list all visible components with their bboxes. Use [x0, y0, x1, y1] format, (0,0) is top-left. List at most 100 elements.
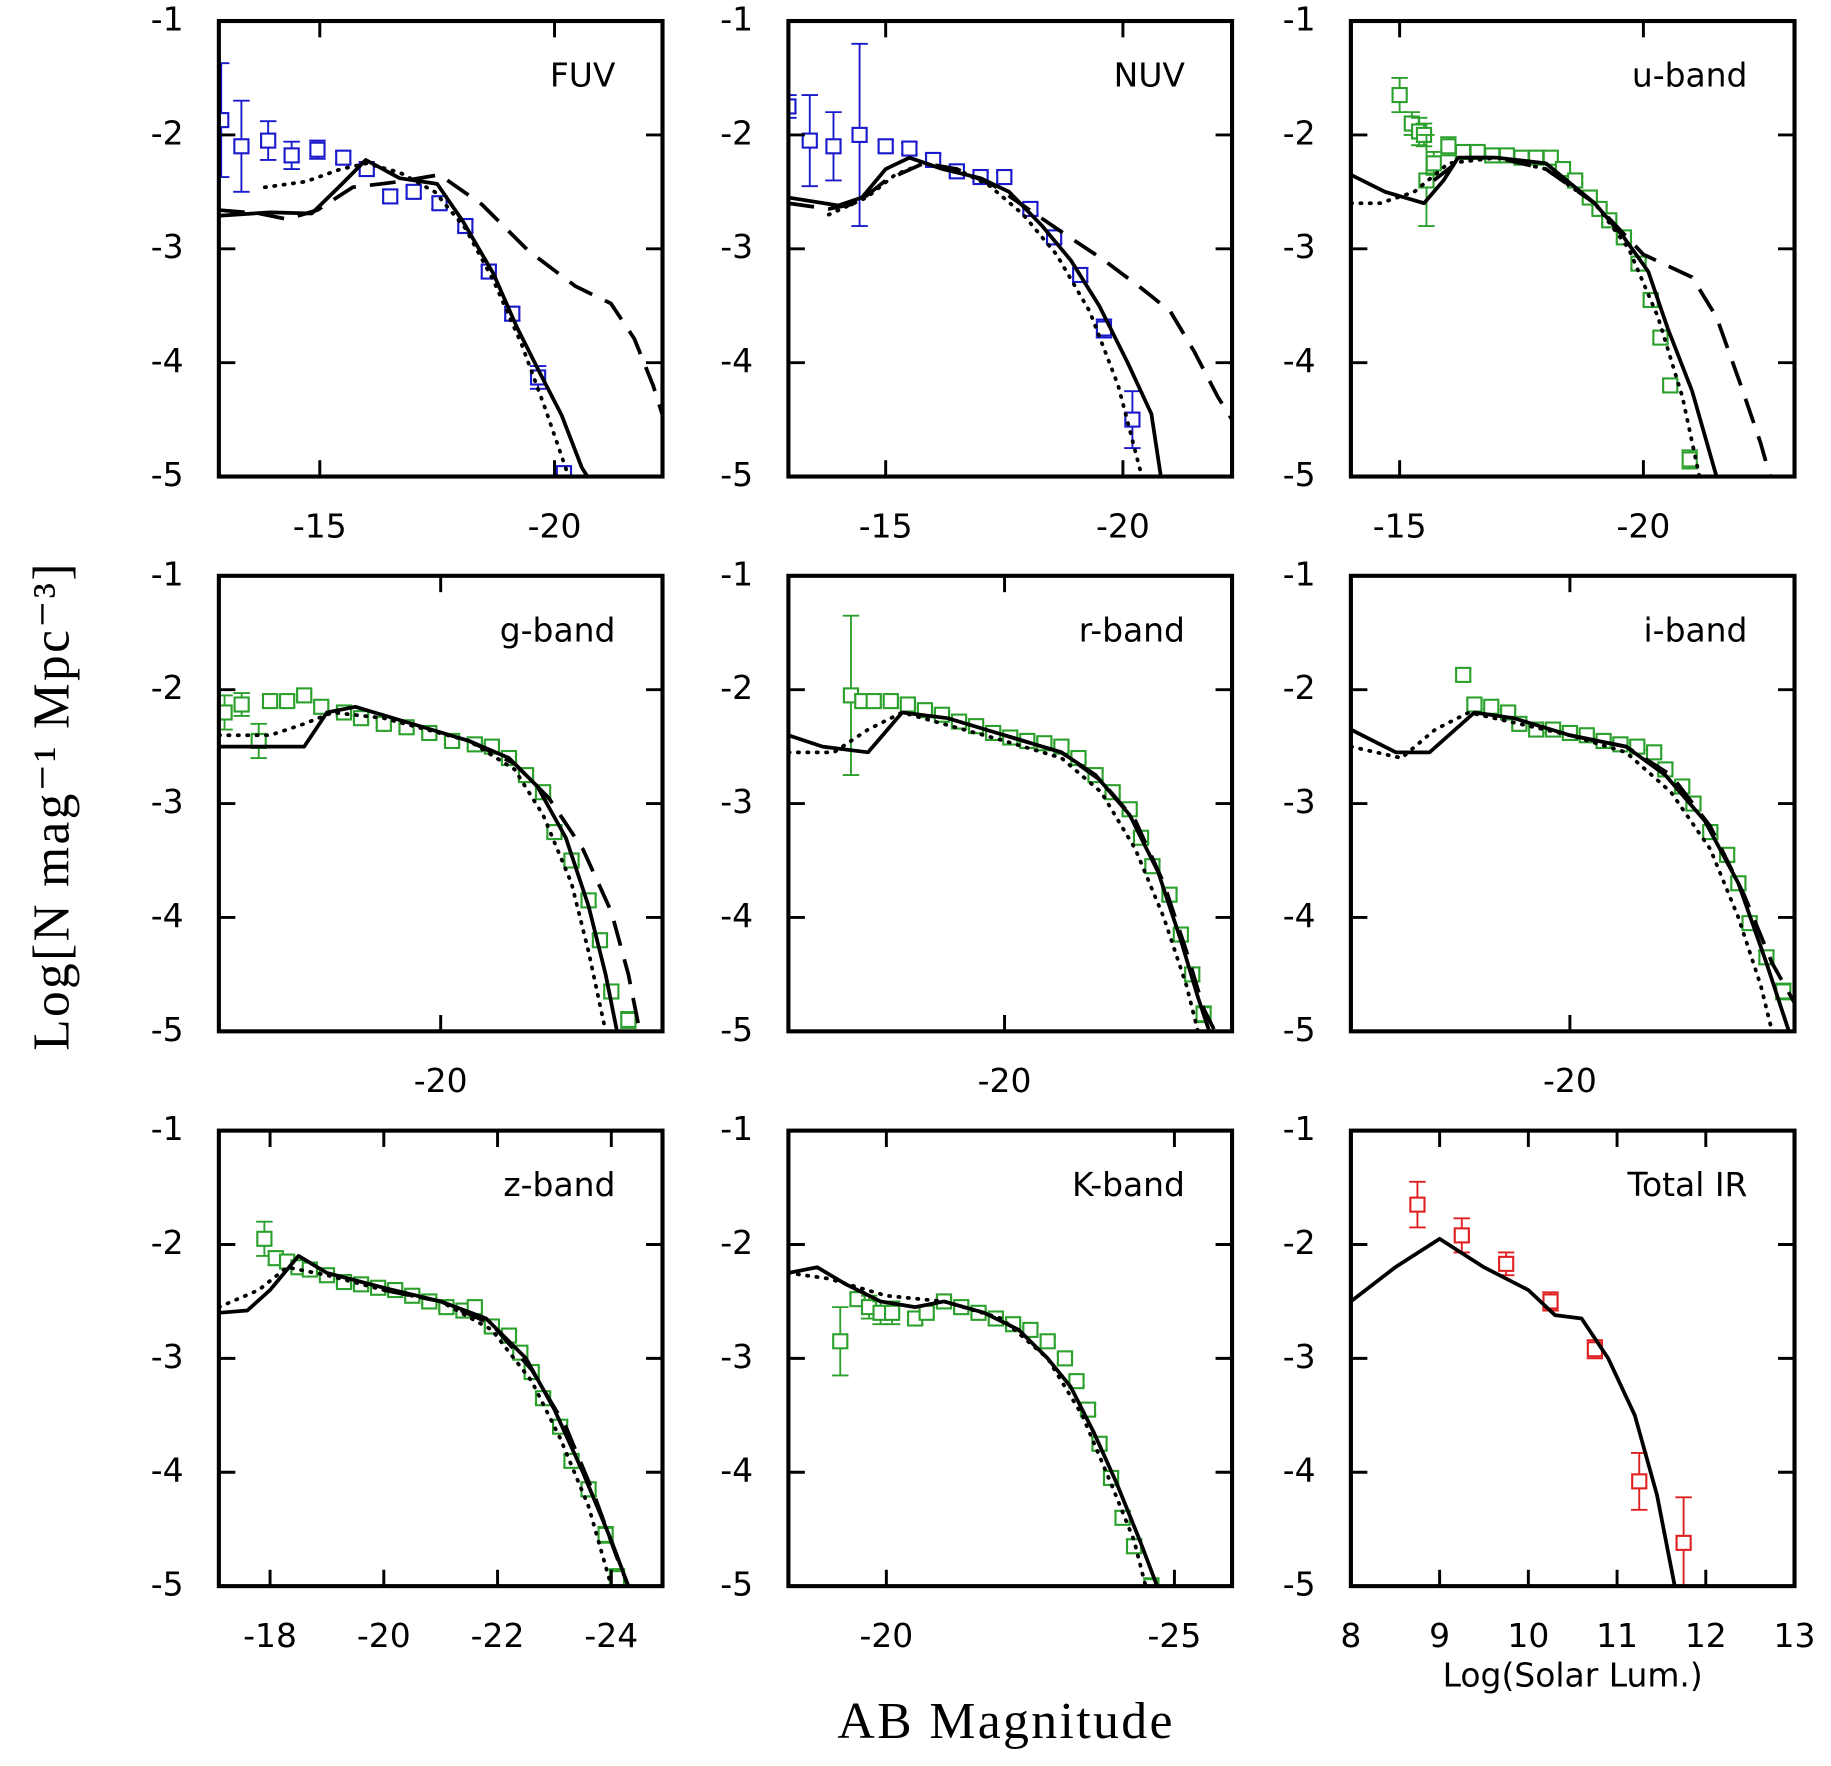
panel: -5 -4 -3 -2 -1 -20 i-band	[1283, 555, 1797, 1100]
data-point	[901, 140, 918, 157]
y-tick-label: -1	[720, 555, 753, 593]
data-point	[883, 1304, 901, 1321]
panel-label: NUV	[1114, 57, 1186, 95]
data-point	[313, 698, 330, 715]
x-tick-label: 12	[1685, 1617, 1727, 1655]
model-line-dashed	[1003, 733, 1217, 1032]
data-point	[1453, 1227, 1470, 1244]
x-tick-label: 13	[1774, 1617, 1816, 1655]
panel-label: K-band	[1072, 1166, 1185, 1204]
panel-label: g-band	[500, 611, 616, 649]
x-tick-label: -22	[471, 1617, 525, 1655]
x-tick-label: -20	[978, 1062, 1032, 1100]
panel: -5 -4 -3 -2 -1 -15 -20 NUV	[720, 1, 1235, 546]
y-tick-label: -3	[151, 228, 184, 266]
y-tick-label: -1	[720, 1, 753, 39]
data-point	[279, 693, 296, 710]
model-line-dashed	[218, 172, 663, 416]
data-point	[218, 704, 233, 721]
model-line-dashed	[1432, 155, 1772, 477]
data-point	[1631, 1473, 1648, 1490]
y-tick-label: -1	[1283, 555, 1316, 593]
x-tick-label: 8	[1340, 1617, 1361, 1655]
data-point	[620, 1011, 637, 1029]
y-tick-label: -3	[151, 783, 184, 821]
x-tick-label: 10	[1507, 1617, 1549, 1655]
y-tick-label: -4	[151, 342, 184, 380]
plot-area	[788, 614, 1217, 1032]
panel: -5 -4 -3 -2 -1 8 9 10 11 12 13 Total IR Log(Solar Lu…	[1283, 1110, 1816, 1694]
y-tick-label: -1	[720, 1110, 753, 1148]
data-point	[218, 112, 230, 129]
model-line-dashed	[1569, 733, 1795, 1004]
data-point	[1681, 451, 1698, 468]
y-tick-label: -2	[151, 669, 184, 707]
data-point	[1039, 1333, 1056, 1350]
y-tick-label: -5	[720, 456, 753, 494]
model-line-dotted	[788, 710, 1200, 1032]
data-point	[1056, 1350, 1074, 1367]
y-tick-label: -4	[151, 1452, 184, 1490]
data-point	[882, 693, 899, 710]
y-tick-label: -4	[1283, 342, 1316, 380]
data-point	[260, 132, 277, 149]
y-tick-label: -2	[151, 114, 184, 152]
x-tick-label: -15	[293, 508, 347, 546]
panel-label: u-band	[1632, 57, 1748, 95]
data-point	[1662, 377, 1679, 394]
y-tick-label: -4	[1283, 1452, 1316, 1490]
y-tick-label: -5	[151, 1011, 184, 1049]
data-point	[851, 126, 868, 143]
data-point	[555, 465, 573, 477]
data-point	[832, 1333, 849, 1350]
y-tick-label: -1	[151, 1, 184, 39]
x-tick-label: -15	[859, 508, 913, 546]
data-point	[405, 183, 422, 200]
data-point	[335, 149, 352, 166]
panel-label: r-band	[1079, 611, 1185, 649]
data-point	[283, 147, 300, 164]
y-tick-label: -3	[720, 783, 753, 821]
plot-area	[788, 42, 1233, 477]
model-line-solid	[1350, 155, 1719, 477]
plot-area	[218, 62, 663, 477]
data-point	[1484, 147, 1501, 164]
panel-label: z-band	[503, 1166, 615, 1204]
data-point	[1391, 86, 1408, 104]
y-axis-label: Log[N mag⁻¹ Mpc⁻³]	[23, 561, 80, 1051]
y-tick-label: -3	[1283, 1338, 1316, 1376]
data-point	[1440, 138, 1457, 155]
x-axis-label: AB Magnitude	[837, 1693, 1174, 1750]
x-tick-label: -20	[414, 1062, 468, 1100]
y-tick-label: -1	[1283, 1, 1316, 39]
y-tick-label: -5	[1283, 1011, 1316, 1049]
model-line-dotted	[218, 710, 608, 1032]
y-tick-label: -2	[1283, 114, 1316, 152]
plot-area	[218, 687, 642, 1032]
data-point	[865, 693, 882, 710]
panel: -5 -4 -3 -2 -1 -20 g-band	[151, 555, 665, 1100]
y-tick-label: -4	[1283, 897, 1316, 935]
data-point	[1409, 1196, 1426, 1213]
model-line-dotted	[1350, 710, 1774, 1032]
x-tick-label: 11	[1596, 1617, 1638, 1655]
y-tick-label: -1	[1283, 1110, 1316, 1148]
y-tick-label: -2	[1283, 669, 1316, 707]
data-point	[233, 138, 250, 155]
data-point	[296, 687, 313, 704]
data-point	[1466, 696, 1483, 713]
y-tick-label: -2	[720, 114, 753, 152]
data-point	[899, 696, 916, 713]
x-tick-label: -20	[1096, 508, 1150, 546]
x-tick-label: -20	[528, 508, 582, 546]
panel: -5 -4 -3 -2 -1 -15 -20 FUV	[151, 1, 665, 546]
x-tick-label: 9	[1429, 1617, 1450, 1655]
plot-area	[218, 1220, 631, 1587]
y-tick-label: -2	[1283, 1224, 1316, 1262]
data-point	[1143, 1578, 1160, 1587]
model-line-dashed	[788, 161, 1233, 421]
plot-area	[1350, 77, 1772, 477]
y-tick-label: -5	[151, 1566, 184, 1604]
